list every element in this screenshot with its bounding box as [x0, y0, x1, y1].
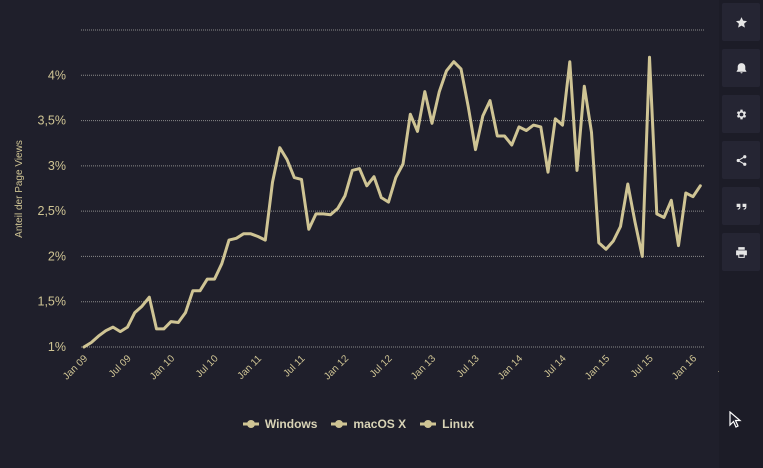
mouse-cursor-icon	[729, 411, 742, 428]
cite-button[interactable]	[722, 187, 760, 225]
x-tick-label: Jan 10	[148, 353, 177, 382]
y-tick-label: 3,5%	[38, 114, 67, 128]
y-tick-label: 2%	[48, 249, 66, 263]
x-tick-label: Jan 09	[61, 353, 90, 382]
print-icon	[735, 246, 747, 258]
legend-swatch	[331, 420, 348, 428]
x-tick-label: Jan 11	[236, 353, 265, 382]
sidebar	[719, 0, 763, 468]
y-tick-label: 2,5%	[38, 204, 67, 218]
x-tick-label: Jan 15	[583, 353, 612, 382]
x-tick-label: Jul 13	[455, 353, 482, 380]
legend-swatch	[420, 420, 437, 428]
x-tick-label: Jul 11	[281, 353, 307, 379]
favorite-button[interactable]	[722, 3, 760, 41]
x-tick-label: Jan 14	[496, 353, 525, 382]
legend-swatch	[242, 420, 259, 428]
y-axis-label: Anteil der Page Views	[14, 140, 25, 238]
x-tick-label: Jul 15	[629, 353, 656, 380]
legend: Windows macOS X Linux	[0, 417, 717, 431]
legend-label: macOS X	[353, 417, 407, 431]
notification-button[interactable]	[722, 49, 760, 87]
print-button[interactable]	[722, 233, 760, 271]
grid	[81, 29, 705, 348]
x-tick-label: Jul 10	[194, 353, 221, 380]
x-tick-label: Jul 09	[107, 353, 134, 380]
x-tick-label: Jul 12	[368, 353, 395, 380]
x-tick-label: Jan 12	[322, 353, 351, 382]
share-button[interactable]	[722, 141, 760, 179]
settings-button[interactable]	[722, 95, 760, 133]
y-tick-label: 4%	[48, 68, 66, 82]
gear-icon	[736, 109, 746, 119]
star-icon	[735, 16, 747, 28]
x-tick-label: Jan 16	[670, 353, 699, 382]
y-tick-label: 1%	[48, 340, 66, 354]
quote-icon	[736, 203, 746, 210]
series-group	[82, 55, 702, 349]
y-tick-labels: 1% 1,5% 2% 2,5% 3% 3,5% 4%	[38, 68, 67, 354]
legend-item-windows[interactable]: Windows	[242, 417, 318, 431]
x-tick-labels: Jan 09 Jul 09 Jan 10 Jul 10 Jan 11 Jul 11 Jan …	[61, 353, 763, 382]
bell-icon	[736, 62, 746, 73]
legend-label: Windows	[264, 417, 318, 431]
legend-item-linux[interactable]: Linux	[420, 417, 474, 431]
x-tick-label: Jan 13	[409, 353, 438, 382]
x-tick-label: Jul 14	[542, 353, 569, 380]
legend-label: Linux	[442, 417, 475, 431]
y-tick-label: 1,5%	[38, 295, 67, 309]
series-line-linux	[82, 55, 702, 349]
y-tick-label: 3%	[48, 159, 66, 173]
share-icon	[736, 154, 746, 166]
legend-item-macos[interactable]: macOS X	[331, 417, 406, 431]
